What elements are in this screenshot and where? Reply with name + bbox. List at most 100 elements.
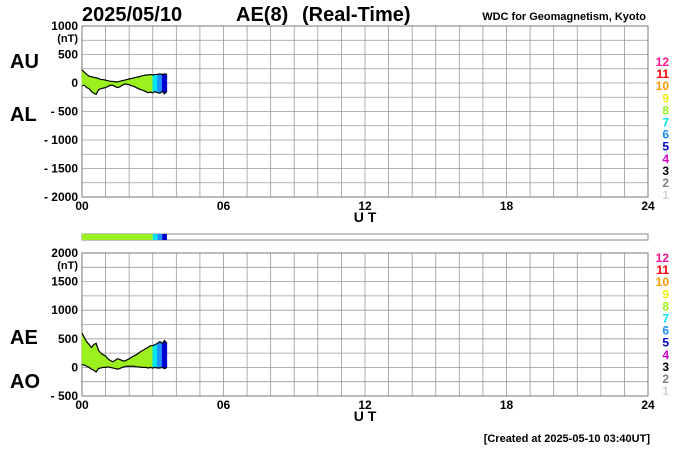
y-tick-label: - 500 — [51, 105, 79, 119]
station-legend-label: 8 — [662, 103, 669, 117]
y-tick-label: 500 — [58, 48, 78, 62]
fill-band — [138, 75, 142, 91]
fill-band — [143, 348, 146, 368]
station-legend-label: 10 — [656, 275, 670, 289]
station-legend-label: 1 — [662, 188, 669, 202]
y-tick-label: 1000 — [51, 19, 78, 33]
station-legend-label: 3 — [662, 164, 669, 178]
fill-band — [164, 339, 168, 369]
source: WDC for Geomagnetism, Kyoto — [482, 11, 646, 23]
fill-band — [152, 74, 156, 94]
series-line — [81, 363, 168, 373]
station-legend-label: 1 — [662, 384, 669, 398]
x-tick-label: 12 — [358, 398, 372, 412]
station-legend-label: 4 — [662, 152, 669, 166]
fill-band — [159, 341, 163, 369]
created-note: [Created at 2025-05-10 03:40UT] — [484, 433, 651, 445]
station-legend-label: 10 — [656, 79, 670, 93]
fill-band — [102, 79, 106, 89]
fill-band — [86, 340, 90, 368]
y-axis-unit: (nT) — [57, 33, 78, 45]
series-label: AO — [10, 371, 40, 393]
fill-band — [98, 78, 102, 91]
station-legend-label: 6 — [662, 128, 669, 142]
station-legend-label: 7 — [662, 312, 669, 326]
station-legend-label: 6 — [662, 324, 669, 338]
x-tick-label: 00 — [75, 398, 89, 412]
station-segment — [162, 234, 167, 240]
fill-band — [117, 358, 120, 370]
station-segment — [157, 234, 163, 240]
station-legend-label: 11 — [656, 67, 669, 81]
series-line — [81, 332, 168, 363]
index-title: AE(8) — [236, 4, 288, 26]
station-legend-label: 7 — [662, 116, 669, 130]
x-tick-label: 12 — [358, 199, 372, 213]
fill-band — [93, 342, 97, 373]
fill-band — [145, 346, 149, 369]
x-tick-label: 06 — [217, 398, 231, 412]
station-legend-label: 2 — [662, 176, 669, 190]
fill-band — [147, 345, 151, 369]
x-tick-label: 18 — [500, 199, 514, 213]
station-legend-label: 5 — [662, 140, 669, 154]
fill-band — [131, 77, 135, 87]
fill-band — [138, 350, 142, 368]
x-tick-label: 00 — [75, 199, 89, 213]
y-tick-label: - 1000 — [44, 133, 78, 147]
station-legend-label: 8 — [662, 299, 669, 313]
y-tick-label: 0 — [71, 360, 78, 374]
station-legend-label: 5 — [662, 336, 669, 350]
fill-band — [88, 343, 92, 370]
series-line — [81, 83, 168, 96]
fill-band — [91, 76, 95, 94]
x-axis-label: U T — [354, 408, 377, 424]
y-tick-label: 2000 — [51, 246, 78, 260]
station-legend-label: 12 — [656, 55, 670, 69]
fill-band — [157, 73, 161, 94]
mode-title: (Real-Time) — [302, 4, 411, 26]
x-tick-label: 24 — [641, 199, 655, 213]
fill-band — [93, 76, 97, 95]
station-legend-label: 11 — [656, 263, 669, 277]
station-legend-label: 2 — [662, 372, 669, 386]
fill-band — [143, 74, 146, 92]
station-legend-label: 12 — [656, 251, 670, 265]
station-segment — [152, 234, 158, 240]
fill-band — [135, 76, 139, 90]
station-legend-label: 4 — [662, 348, 669, 362]
fill-band — [91, 343, 95, 371]
y-tick-label: 1500 — [51, 275, 78, 289]
fill-band — [154, 342, 158, 369]
y-tick-label: - 1500 — [44, 162, 78, 176]
fill-band — [154, 74, 158, 94]
plot-frame — [81, 252, 649, 397]
fill-band — [102, 354, 106, 368]
x-tick-label: 06 — [217, 199, 231, 213]
series-label: AU — [10, 51, 39, 73]
series-label: AL — [10, 104, 37, 126]
station-legend-label: 3 — [662, 360, 669, 374]
y-tick-label: - 2000 — [44, 190, 78, 204]
fill-band — [140, 75, 144, 91]
fill-band — [100, 79, 104, 90]
fill-band — [152, 344, 156, 369]
y-tick-label: 1000 — [51, 303, 78, 317]
y-tick-label: 500 — [58, 332, 78, 346]
station-legend-label: 9 — [662, 287, 669, 301]
fill-band — [161, 339, 165, 369]
x-tick-label: 18 — [500, 398, 514, 412]
fill-band — [145, 74, 149, 94]
fill-band — [100, 352, 104, 369]
date-title: 2025/05/10 — [82, 4, 182, 26]
y-tick-label: - 500 — [51, 389, 79, 403]
series-label: AE — [10, 327, 38, 349]
fill-band — [133, 354, 137, 368]
fill-band — [147, 74, 151, 94]
y-tick-label: 0 — [71, 76, 78, 90]
series-line — [81, 69, 168, 83]
station-legend-label: 9 — [662, 91, 669, 105]
fill-band — [164, 73, 168, 95]
